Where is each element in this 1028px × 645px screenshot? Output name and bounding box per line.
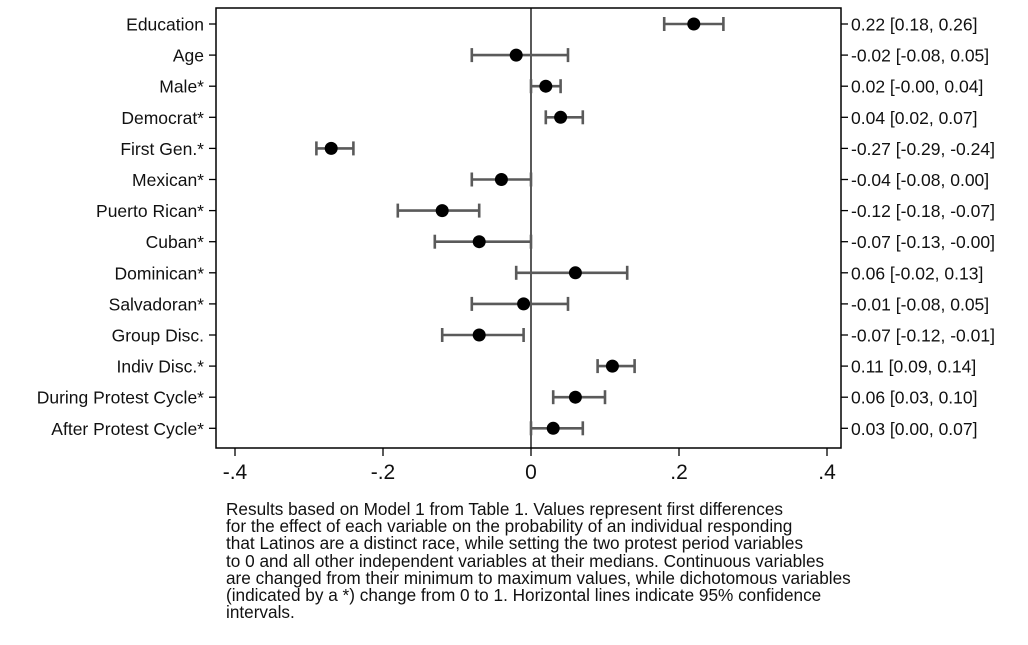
coefficient-plot: Education 0.22 [0.18, 0.26] Age -0.02 [-0.0… [37,7,995,484]
coefficient-row: Dominican* 0.06 [-0.02, 0.13] [115,263,984,283]
caption-line: that Latinos are a distinct race, while … [226,533,804,554]
estimate-ci-label: -0.12 [-0.18, -0.07] [851,201,995,221]
variable-label: Male* [159,77,204,97]
variable-label: Dominican* [115,263,205,283]
point-estimate [568,390,582,404]
coefficient-row: Democrat* 0.04 [0.02, 0.07] [121,108,977,128]
estimate-ci-label: -0.07 [-0.13, -0.00] [851,232,995,252]
coefficient-row: Puerto Rican* -0.12 [-0.18, -0.07] [96,201,995,221]
point-estimate [546,421,560,435]
caption-line: intervals. [226,602,295,623]
plot-frame [215,7,842,449]
estimate-ci-label: -0.27 [-0.29, -0.24] [851,139,995,159]
coefficient-row: First Gen.* -0.27 [-0.29, -0.24] [120,139,995,159]
coefficient-row: Male* 0.02 [-0.00, 0.04] [159,77,983,97]
caption-line: (indicated by a *) change from 0 to 1. H… [226,585,822,606]
estimate-ci-label: -0.01 [-0.08, 0.05] [851,294,989,314]
estimate-ci-label: -0.02 [-0.08, 0.05] [851,46,989,66]
coefficient-row: Salvadoran* -0.01 [-0.08, 0.05] [109,294,990,314]
estimate-ci-label: -0.07 [-0.12, -0.01] [851,326,995,346]
variable-label: After Protest Cycle* [51,419,204,439]
point-estimate [517,297,531,311]
x-tick-label: -.4 [223,461,248,484]
caption-line: for the effect of each variable on the p… [226,516,793,537]
estimate-ci-label: -0.04 [-0.08, 0.00] [851,170,989,190]
x-tick-label: -.2 [371,461,396,484]
estimate-ci-label: 0.06 [-0.02, 0.13] [851,263,983,283]
variable-label: Group Disc. [112,326,204,346]
coefficient-row: Indiv Disc.* 0.11 [0.09, 0.14] [116,357,976,377]
variable-label: Age [173,46,204,66]
coefficient-row: Cuban* -0.07 [-0.13, -0.00] [146,232,995,252]
point-estimate [472,235,486,249]
coefficient-row: Group Disc. -0.07 [-0.12, -0.01] [112,326,995,346]
x-tick-label: .4 [818,461,836,484]
point-estimate [554,110,568,124]
point-estimate [605,359,619,373]
point-estimate [539,79,553,93]
point-estimate [509,48,523,62]
caption-line: Results based on Model 1 from Table 1. V… [226,499,783,519]
caption-line: to 0 and all other independent variables… [226,550,825,571]
variable-label: Indiv Disc.* [116,357,204,377]
point-estimate [324,141,338,155]
estimate-ci-label: 0.04 [0.02, 0.07] [851,108,978,128]
coefficient-row: Education 0.22 [0.18, 0.26] [126,15,977,35]
variable-label: Salvadoran* [109,294,205,314]
variable-label: During Protest Cycle* [37,388,204,408]
estimate-ci-label: 0.11 [0.09, 0.14] [851,357,976,377]
point-estimate [435,204,449,218]
variable-label: Education [126,15,204,35]
caption-line: are changed from their minimum to maximu… [226,567,851,588]
coefficient-row: During Protest Cycle* 0.06 [0.03, 0.10] [37,388,978,408]
point-estimate [472,328,486,342]
variable-label: Cuban* [146,232,205,252]
point-estimate [687,17,701,31]
figure-caption: Results based on Model 1 from Table 1. V… [226,499,1016,623]
estimate-ci-label: 0.03 [0.00, 0.07] [851,419,978,439]
variable-label: First Gen.* [120,139,204,159]
coefficient-row: Mexican* -0.04 [-0.08, 0.00] [132,170,989,190]
estimate-ci-label: 0.06 [0.03, 0.10] [851,388,978,408]
variable-label: Democrat* [121,108,204,128]
variable-label: Puerto Rican* [96,201,204,221]
variable-label: Mexican* [132,170,204,190]
point-estimate [568,266,582,280]
coefficient-row: After Protest Cycle* 0.03 [0.00, 0.07] [51,419,977,439]
coefficient-row: Age -0.02 [-0.08, 0.05] [173,46,989,66]
x-tick-label: 0 [525,461,537,484]
estimate-ci-label: 0.02 [-0.00, 0.04] [851,77,983,97]
point-estimate [494,173,508,186]
estimate-ci-label: 0.22 [0.18, 0.26] [851,15,978,35]
x-tick-label: .2 [670,461,688,484]
